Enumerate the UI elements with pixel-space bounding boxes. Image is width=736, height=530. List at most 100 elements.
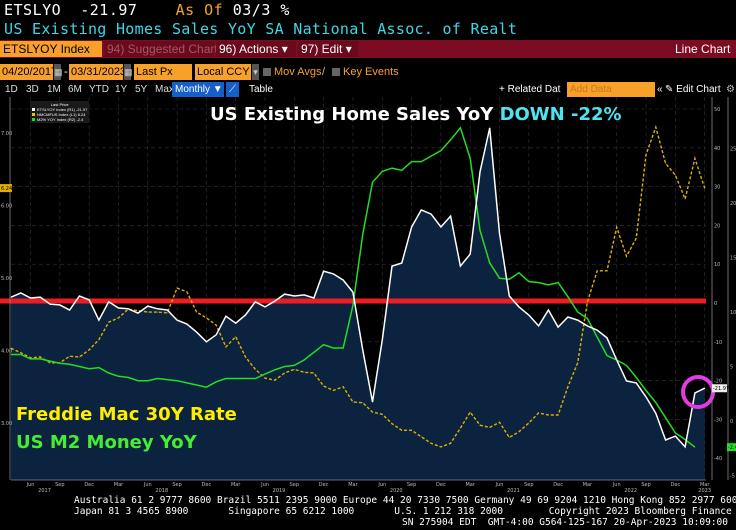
etslyoy-point: [254, 301, 256, 303]
m2-point: [176, 380, 178, 382]
mortgage-point: [577, 362, 579, 364]
legend-header: Last Price: [50, 102, 69, 107]
x-tick-label: Sep: [407, 482, 416, 488]
end-date-input[interactable]: 03/31/2023: [69, 64, 127, 80]
dropdown-icon[interactable]: ▾: [252, 64, 259, 80]
etslyoy-point: [166, 309, 168, 311]
etslyoy-point: [147, 305, 149, 307]
m2-point: [235, 378, 237, 379]
x-year-label: 2023: [698, 488, 711, 494]
security-input[interactable]: ETSLYOY Index: [0, 41, 102, 57]
x-year-label: 2018: [155, 488, 168, 494]
m2-point: [411, 161, 412, 162]
period-button-1y[interactable]: 1Y: [115, 84, 128, 95]
period-button-3d[interactable]: 3D: [26, 84, 39, 95]
etslyoy-point: [98, 319, 100, 321]
etslyoy-point: [284, 293, 285, 295]
etslyoy-point: [547, 309, 549, 311]
period-button-1d[interactable]: 1D: [5, 84, 18, 95]
mortgage-point: [655, 126, 657, 128]
field-select[interactable]: Last Px: [134, 64, 192, 80]
pencil-icon[interactable]: /: [322, 66, 326, 78]
mortgage-point: [684, 198, 686, 200]
mortgage-point: [30, 357, 31, 359]
right2-tick-label: 25: [730, 147, 736, 153]
m2-point: [10, 354, 12, 355]
mov-avgs-label[interactable]: Mov Avgs: [274, 66, 322, 78]
m2-point: [557, 282, 559, 283]
mortgage-point: [411, 429, 412, 431]
related-data-button[interactable]: + Related Dat: [499, 84, 561, 95]
etslyoy-point: [196, 331, 198, 333]
etslyoy-point: [20, 292, 22, 294]
collapse-button[interactable]: «: [657, 84, 663, 95]
last-value: -21.97: [80, 1, 138, 19]
currency-select[interactable]: Local CCY: [195, 64, 251, 80]
etslyoy-point: [39, 296, 41, 298]
x-year-label: 2019: [273, 488, 286, 494]
mortgage-point: [215, 324, 217, 326]
right2-tick-label: -5: [730, 474, 735, 480]
x-year-label: 2021: [507, 488, 520, 494]
etslyoy-point: [420, 209, 422, 211]
etslyoy-point: [557, 326, 559, 328]
period-button-6m[interactable]: 6M: [68, 84, 82, 95]
key-events-checkbox[interactable]: [332, 68, 340, 76]
period-button-1m[interactable]: 1M: [47, 84, 61, 95]
calendar-icon[interactable]: ▦: [54, 64, 63, 80]
etslyoy-point: [645, 396, 647, 398]
period-button-ytd[interactable]: YTD: [89, 84, 109, 95]
m2-point: [254, 378, 256, 379]
m2-point: [391, 167, 393, 169]
gear-icon[interactable]: ⚙: [726, 84, 735, 95]
suggested-charts-button[interactable]: 94) Suggested Charts: [104, 41, 224, 57]
mortgage-point: [20, 352, 22, 354]
edit-menu[interactable]: 97) Edit ▾: [298, 41, 358, 57]
right2-tick-label: 15: [730, 256, 736, 262]
chart-style-icon[interactable]: ⟋: [226, 82, 239, 97]
x-year-label: 2017: [38, 488, 51, 494]
start-date-input[interactable]: 04/20/2017: [0, 64, 58, 80]
m2-point: [303, 359, 305, 361]
mortgage-point: [176, 287, 178, 289]
add-data-input[interactable]: Add Data: [567, 82, 655, 97]
key-events-label[interactable]: Key Events: [343, 66, 399, 78]
etslyoy-point: [469, 253, 471, 255]
etslyoy-point: [323, 270, 325, 272]
x-tick-label: Sep: [524, 482, 533, 488]
series-line-mortgage-rate: [10, 124, 706, 448]
etslyoy-point: [245, 314, 246, 316]
right1-tick-label: 0: [714, 301, 717, 307]
m2-point: [166, 379, 168, 380]
m2-point: [225, 378, 227, 379]
chart-title: US Existing Home Sales YoY DOWN -22%: [210, 104, 622, 125]
m2-point: [274, 369, 276, 371]
edit-chart-button[interactable]: ✎ Edit Chart: [665, 84, 721, 95]
etslyoy-point: [587, 325, 588, 327]
mov-avgs-checkbox[interactable]: [263, 68, 271, 76]
etslyoy-point: [49, 303, 51, 305]
etslyoy-point: [626, 380, 627, 382]
table-button[interactable]: Table: [249, 84, 273, 95]
frequency-select[interactable]: Monthly ▼: [172, 82, 224, 97]
m2-point: [694, 446, 696, 448]
left-tick-label: 7.00: [1, 131, 12, 137]
mortgage-point: [518, 431, 520, 433]
etslyoy-point: [342, 279, 344, 281]
period-button-5y[interactable]: 5Y: [135, 84, 148, 95]
etslyoy-point: [206, 341, 207, 343]
ticker-line: ETSLYO -21.97 As Of 03/3 %: [4, 1, 290, 19]
rate-annotation: Freddie Mac 30Y Rate: [16, 404, 237, 425]
etslyoy-point: [606, 337, 608, 339]
etslyoy-point: [293, 295, 295, 297]
mortgage-point: [450, 442, 452, 444]
etslyoy-point: [674, 435, 676, 437]
period-button-max[interactable]: Max: [155, 84, 174, 95]
etslyoy-point: [694, 392, 696, 394]
m2-point: [420, 161, 422, 162]
mortgage-point: [254, 368, 256, 370]
date-separator: -: [64, 66, 68, 78]
actions-menu[interactable]: 96) Actions ▾: [216, 41, 296, 57]
calendar-icon[interactable]: ▦: [124, 64, 133, 80]
etslyoy-point: [538, 325, 539, 327]
